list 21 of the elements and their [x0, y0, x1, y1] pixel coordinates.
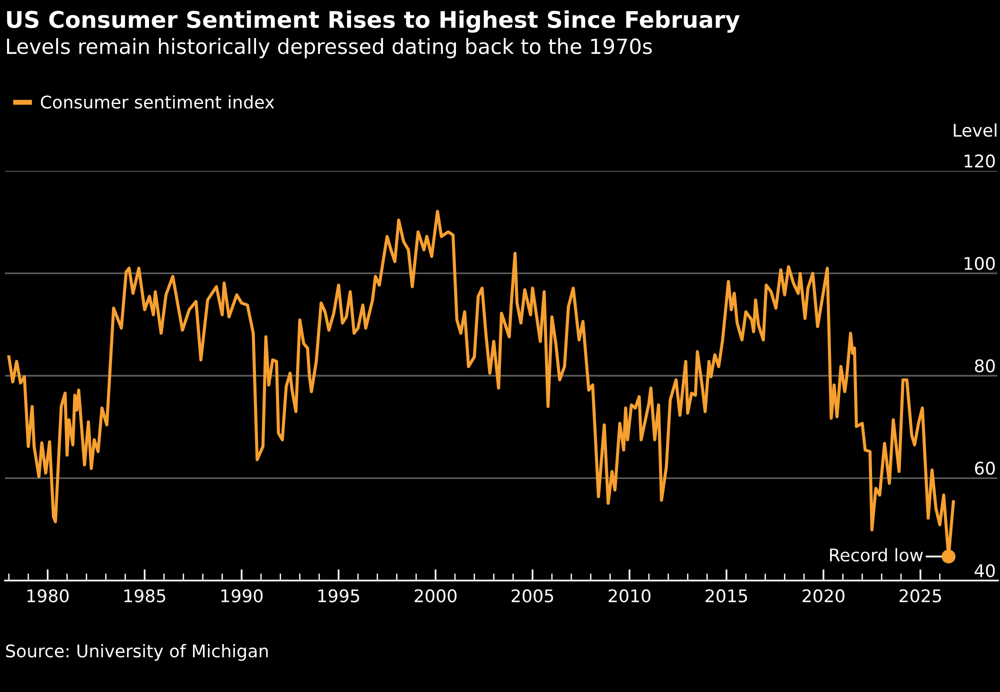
annotation: Record low [830, 548, 923, 562]
x-tick-label: 1995 [318, 589, 360, 602]
y-tick-label: 120 [964, 154, 995, 168]
y-tick-label: 60 [975, 462, 995, 475]
x-tick-label: 2005 [512, 589, 554, 602]
x-tick-label: 2010 [608, 589, 650, 602]
chart-title: US Consumer Sentiment Rises to Highest Since February [7, 10, 740, 33]
x-tick-label: 1985 [124, 589, 166, 602]
x-tick-label: 2020 [802, 589, 844, 602]
y-tick-label: 40 [974, 564, 995, 578]
y-axis-title: Level [954, 123, 996, 137]
x-tick-label: 2025 [900, 589, 941, 602]
legend-label: Consumer sentiment index [40, 95, 274, 109]
chart-subtitle: Levels remain historically depressed dating back to the 1970s [7, 38, 652, 58]
source-note: Source: University of Michigan [6, 644, 268, 661]
x-tick-label: 2000 [414, 589, 456, 602]
x-tick-label: 2015 [706, 589, 748, 602]
y-tick-label: 100 [964, 256, 995, 270]
y-tick-label: 80 [975, 359, 995, 372]
x-tick-label: 1980 [27, 589, 69, 602]
x-tick-label: 1990 [221, 589, 263, 602]
